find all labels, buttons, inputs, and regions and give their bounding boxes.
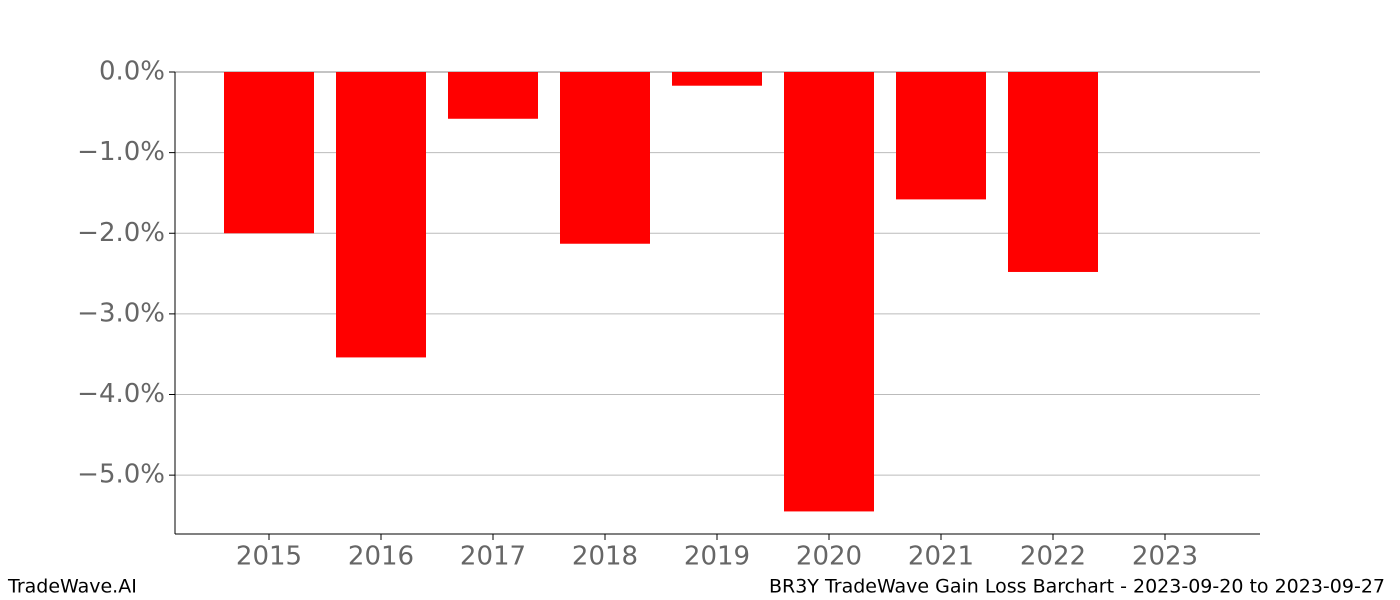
- x-tick-label: 2023: [1132, 542, 1198, 572]
- y-tick-label: −1.0%: [77, 137, 165, 167]
- bar: [1008, 72, 1098, 272]
- x-tick-label: 2020: [796, 542, 862, 572]
- y-tick-label: −4.0%: [77, 379, 165, 409]
- bar: [784, 72, 874, 512]
- bar: [896, 72, 986, 200]
- bar: [224, 72, 314, 234]
- y-tick-label: −2.0%: [77, 218, 165, 248]
- x-tick-label: 2018: [572, 542, 638, 572]
- bar: [672, 72, 762, 86]
- x-tick-label: 2021: [908, 542, 974, 572]
- x-tick-label: 2022: [1020, 542, 1086, 572]
- x-tick-label: 2019: [684, 542, 750, 572]
- bar: [448, 72, 538, 119]
- y-tick-label: −3.0%: [77, 298, 165, 328]
- y-tick-label: 0.0%: [99, 57, 165, 87]
- bar: [336, 72, 426, 358]
- footer-left: TradeWave.AI: [7, 576, 137, 598]
- y-tick-label: −5.0%: [77, 460, 165, 490]
- bar: [560, 72, 650, 244]
- x-tick-label: 2017: [460, 542, 526, 572]
- x-tick-label: 2016: [348, 542, 414, 572]
- footer-right: BR3Y TradeWave Gain Loss Barchart - 2023…: [769, 576, 1385, 598]
- x-tick-label: 2015: [236, 542, 302, 572]
